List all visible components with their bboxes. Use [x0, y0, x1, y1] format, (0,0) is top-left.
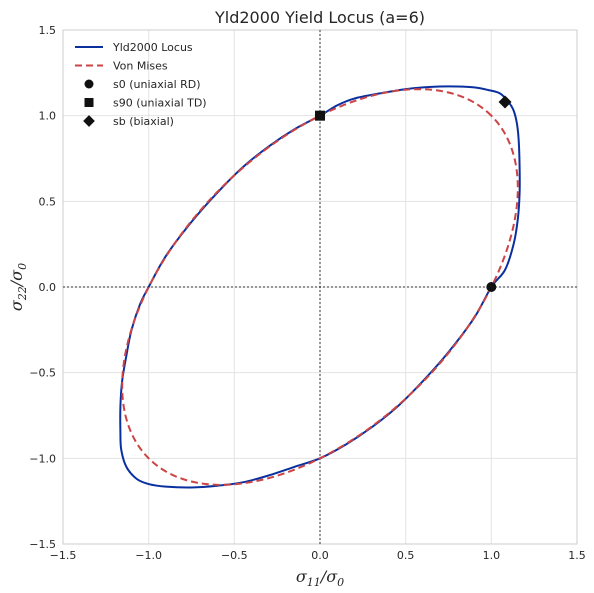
y-axis-label: σ22/σ0 — [7, 263, 29, 311]
x-tick-label: −0.5 — [221, 549, 248, 562]
x-tick-label: 1.5 — [568, 549, 586, 562]
x-tick-label: −1.0 — [135, 549, 162, 562]
y-axis-label-sub2: 0 — [16, 263, 29, 270]
y-axis-label-sub: 22 — [16, 286, 29, 301]
series-layer — [119, 85, 521, 489]
x-tick-label: 1.0 — [483, 549, 501, 562]
chart-title: Yld2000 Yield Locus (a=6) — [214, 8, 425, 27]
legend-marker-square — [84, 98, 94, 107]
y-tick-label: −1.0 — [29, 452, 56, 465]
x-axis-label-sub2: 0 — [337, 576, 344, 589]
x-tick-label: 0.5 — [397, 549, 415, 562]
y-tick-label: −0.5 — [29, 367, 56, 380]
x-axis-label-main: σ — [296, 567, 308, 586]
y-axis-label-sep: /σ — [7, 269, 26, 288]
legend-label: Yld2000 Locus — [112, 41, 193, 54]
legend-label: Von Mises — [113, 60, 168, 73]
x-tick-label: 0.0 — [311, 549, 329, 562]
y-tick-label: 0.5 — [39, 195, 57, 208]
data-point-circle — [486, 282, 497, 292]
y-tick-label: 1.0 — [39, 110, 57, 123]
data-point-square — [315, 110, 325, 121]
legend: Yld2000 Locus Von Mises s0 (uniaxial RD) s9… — [75, 41, 207, 128]
data-point-diamond — [498, 95, 512, 109]
legend-label: s0 (uniaxial RD) — [113, 78, 201, 91]
y-tick-label: 0.0 — [39, 281, 57, 294]
y-tick-label: 1.5 — [39, 24, 57, 37]
series-line-yld2000 — [119, 85, 521, 489]
x-tick-label: −1.5 — [50, 549, 77, 562]
legend-marker-circle — [84, 79, 94, 89]
x-axis-label: σ11/σ0 — [296, 567, 344, 589]
legend-label: sb (biaxial) — [113, 115, 174, 128]
legend-marker-diamond — [83, 115, 95, 127]
y-tick-label: −1.5 — [29, 538, 56, 551]
x-axis-label-sub: 11 — [307, 576, 321, 589]
tick-labels: −1.5 −1.0 −0.5 0.0 0.5 1.0 1.5 −1.5 −1.0 −0.5 0.0 0… — [29, 24, 585, 562]
x-axis-label-sep: /σ — [319, 567, 338, 586]
legend-label: s90 (uniaxial TD) — [113, 97, 207, 110]
y-axis-label-main: σ — [7, 299, 26, 311]
